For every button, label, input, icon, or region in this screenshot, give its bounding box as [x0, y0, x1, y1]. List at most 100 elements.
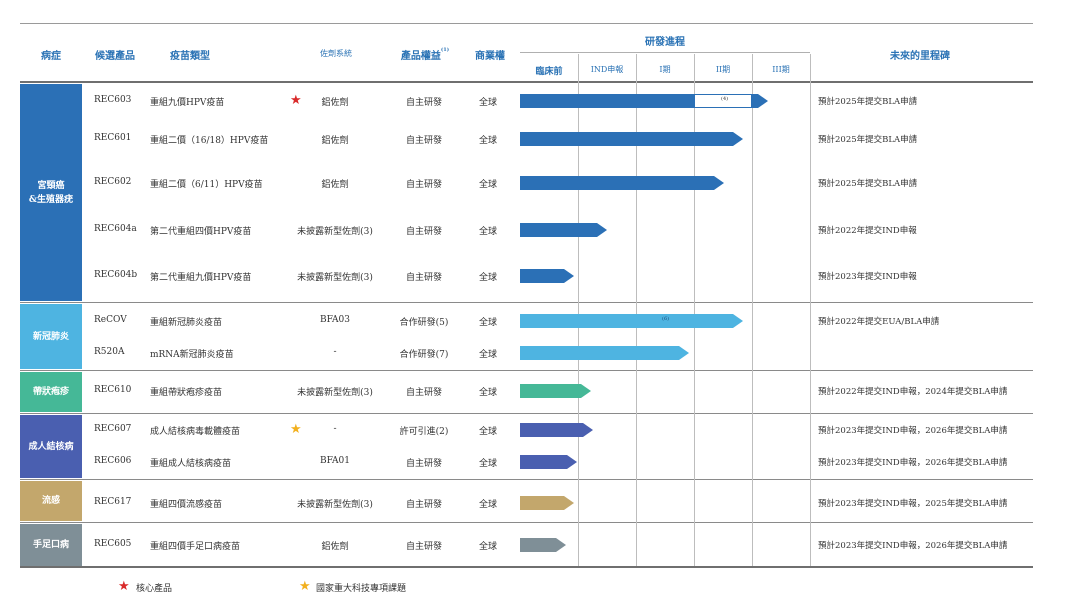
row-code: REC604a	[94, 224, 137, 234]
group-separator	[20, 522, 1033, 523]
row-code: REC602	[94, 177, 132, 187]
category-flu: 流感	[20, 481, 82, 521]
progress-bar-arrow	[564, 269, 574, 283]
row-rights: 合作研發(7)	[399, 350, 449, 360]
progress-bar-arrow	[714, 176, 724, 190]
category-covid-label: 新冠肺炎	[32, 331, 69, 342]
row-commercial: 全球	[478, 180, 497, 190]
progress-bar	[520, 384, 591, 398]
row-rights: 自主研發	[405, 388, 442, 398]
progress-bar	[520, 223, 607, 237]
row-rights: 自主研發	[405, 500, 442, 510]
row-code: ReCOV	[94, 315, 127, 325]
row-commercial: 全球	[478, 427, 497, 437]
progress-bar-body	[520, 314, 733, 328]
row-rights: 自主研發	[405, 459, 442, 469]
row-commercial: 全球	[478, 500, 497, 510]
core-product-star-icon: ★	[290, 93, 302, 108]
progress-bar-arrow	[597, 223, 607, 237]
progress-bar-arrow	[733, 132, 743, 146]
table-bottom-rule	[20, 566, 1033, 568]
legend-core-label: 核心產品	[136, 584, 173, 594]
stage-gridline	[636, 54, 637, 566]
stage-phase2: II期	[715, 65, 731, 74]
category-cervical-label: 宮頸癌 &生殖器疣	[28, 180, 74, 205]
row-adjuvant: 未披露新型佐劑(3)	[297, 227, 373, 237]
row-vaccine-type: 第二代重組四價HPV疫苗	[150, 227, 252, 237]
bar-footnote: (6)	[662, 316, 670, 322]
header-rights-label: 產品權益	[400, 51, 441, 62]
group-separator	[20, 413, 1033, 414]
progress-bar	[520, 346, 689, 360]
header-disease: 病症	[41, 51, 61, 62]
progress-bar-arrow	[583, 423, 593, 437]
row-code: REC605	[94, 539, 132, 549]
legend-gold-star-icon: ★	[299, 579, 311, 594]
progress-bar: (6)	[520, 314, 743, 328]
bar-footnote: (4)	[721, 96, 729, 102]
stage-gridline	[578, 54, 579, 566]
phase-3-segment: (4)	[695, 95, 751, 107]
row-rights: 自主研發	[405, 227, 442, 237]
row-commercial: 全球	[478, 273, 497, 283]
row-code: REC610	[94, 385, 132, 395]
row-milestone: 預計2022年提交EUA/BLA申請	[818, 317, 940, 327]
row-milestone: 預計2023年提交IND申報，2026年提交BLA申請	[818, 426, 1008, 436]
row-milestone: 預計2023年提交IND申報，2025年提交BLA申請	[818, 499, 1008, 509]
progress-bar-arrow	[733, 314, 743, 328]
progress-bar	[520, 538, 566, 552]
progress-bar	[520, 423, 593, 437]
progress-bar: (4)	[520, 94, 768, 108]
row-vaccine-type: 重組二價（16/18）HPV疫苗	[150, 136, 269, 146]
row-vaccine-type: 重組新冠肺炎疫苗	[150, 318, 223, 328]
category-hfmd: 手足口病	[20, 524, 82, 566]
category-tb-label: 成人結核病	[28, 441, 74, 452]
table-top-rule	[20, 23, 1033, 24]
row-rights: 自主研發	[405, 136, 442, 146]
row-milestone: 預計2022年提交IND申報，2024年提交BLA申請	[818, 387, 1008, 397]
stage-ind: IND申報	[590, 65, 624, 74]
stage-preclinical: 臨床前	[535, 67, 563, 77]
row-rights: 自主研發	[405, 98, 442, 108]
progress-bar	[520, 269, 574, 283]
progress-bar-arrow	[556, 538, 566, 552]
progress-bar-body	[520, 384, 581, 398]
header-rights: 產品權益(1)	[390, 47, 460, 62]
category-covid: 新冠肺炎	[20, 304, 82, 369]
row-milestone: 預計2025年提交BLA申請	[818, 97, 918, 107]
row-milestone: 預計2022年提交IND申報	[818, 226, 917, 236]
progress-bar-body	[520, 455, 567, 469]
row-rights: 自主研發	[405, 273, 442, 283]
stage-gridline	[694, 54, 695, 566]
progress-bar-body	[520, 496, 564, 510]
row-adjuvant: 鋁佐劑	[321, 180, 349, 190]
progress-bar-body	[520, 269, 564, 283]
legend-red-star-icon: ★	[118, 579, 130, 594]
progress-bar-body	[520, 423, 583, 437]
row-commercial: 全球	[478, 388, 497, 398]
row-vaccine-type: 重組二價（6/11）HPV疫苗	[150, 180, 263, 190]
legend-national-label: 國家重大科技專項課題	[316, 584, 407, 594]
category-zoster-label: 帶狀疱疹	[32, 387, 69, 397]
category-zoster: 帶狀疱疹	[20, 372, 82, 412]
row-code: REC603	[94, 95, 132, 105]
progress-bar-body	[520, 538, 556, 552]
row-code: REC607	[94, 424, 132, 434]
row-commercial: 全球	[478, 459, 497, 469]
header-progress-rule	[520, 52, 810, 53]
row-vaccine-type: 重組九價HPV疫苗	[150, 98, 225, 108]
row-rights: 合作研發(5)	[399, 318, 449, 328]
row-code: REC606	[94, 456, 132, 466]
stage-phase1: I期	[659, 65, 671, 74]
row-rights: 自主研發	[405, 542, 442, 552]
stage-gridline	[752, 54, 753, 566]
row-commercial: 全球	[478, 318, 497, 328]
progress-bar-arrow	[581, 384, 591, 398]
row-vaccine-type: mRNA新冠肺炎疫苗	[150, 350, 234, 360]
category-flu-label: 流感	[41, 496, 60, 506]
row-adjuvant: 鋁佐劑	[321, 98, 349, 108]
category-tb: 成人結核病	[20, 415, 82, 478]
row-milestone: 預計2025年提交BLA申請	[818, 179, 918, 189]
progress-bar-arrow	[679, 346, 689, 360]
group-separator	[20, 479, 1033, 480]
